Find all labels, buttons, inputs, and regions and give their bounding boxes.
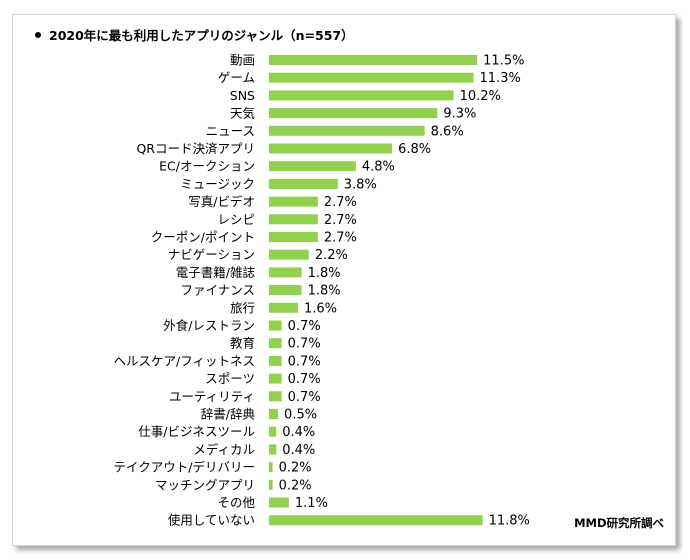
value-label: 0.5%: [284, 408, 317, 423]
bar: [269, 515, 483, 526]
bar: [269, 232, 318, 242]
bar: [269, 479, 273, 490]
value-label: 0.7%: [288, 319, 321, 334]
bar: [269, 214, 318, 225]
chart-title: 2020年に最も利用したアプリのジャンル（n=557）: [49, 28, 354, 43]
category-label: 写真/ビデオ: [188, 194, 255, 209]
category-label: 教育: [230, 336, 255, 351]
bar: [269, 249, 309, 260]
bar: [269, 409, 279, 419]
category-label: クーポン/ポイント: [151, 230, 255, 245]
value-label: 0.7%: [288, 337, 321, 352]
category-label: ナビゲーション: [168, 247, 255, 262]
bar: [269, 267, 302, 278]
value-label: 0.4%: [282, 425, 315, 440]
value-label: 6.8%: [398, 142, 431, 157]
category-label: ヘルスケア/フィットネス: [114, 353, 255, 368]
title-bullet: [35, 32, 41, 38]
value-label: 2.7%: [324, 213, 357, 228]
category-label: スポーツ: [205, 371, 255, 386]
bar: [269, 462, 273, 473]
bar: [269, 161, 356, 172]
category-label: 天気: [230, 106, 255, 121]
bar: [269, 55, 478, 65]
value-label: 0.2%: [279, 461, 312, 476]
category-label: メディカル: [193, 442, 255, 457]
value-label: 0.4%: [282, 443, 315, 458]
value-label: 8.6%: [431, 124, 464, 139]
category-label: テイクアウト/デリバリー: [114, 460, 255, 475]
bar: [269, 108, 438, 119]
value-label: 11.8%: [489, 514, 530, 529]
bar: [269, 125, 425, 136]
value-label: 11.3%: [480, 71, 521, 86]
value-label: 0.7%: [288, 372, 321, 387]
value-label: 2.2%: [315, 248, 348, 263]
category-label: ニュース: [206, 123, 255, 138]
category-label: ミュージック: [180, 176, 255, 191]
value-label: 3.8%: [344, 177, 377, 192]
value-label: 1.8%: [308, 284, 341, 299]
value-label: 9.3%: [443, 107, 476, 122]
bar-chart: 2020年に最も利用したアプリのジャンル（n=557） 動画 11.5% ゲーム 11…: [35, 28, 664, 530]
bar: [269, 373, 282, 384]
bar: [269, 90, 454, 101]
bars-group: 動画 11.5% ゲーム 11.3% SNS 10.2% 天気 9.3% ニュース 8.6% QRコ…: [114, 53, 530, 529]
category-label: マッチングアプリ: [155, 477, 255, 492]
category-label: 仕事/ビジネスツール: [138, 424, 255, 439]
category-label: ゲーム: [218, 70, 255, 85]
category-label: その他: [217, 495, 255, 510]
bar: [269, 285, 302, 296]
category-label: 外食/レストラン: [163, 318, 255, 333]
bar: [269, 444, 277, 455]
bar: [269, 391, 282, 402]
category-label: レシピ: [217, 212, 255, 227]
category-label: 使用していない: [168, 513, 255, 528]
bar: [269, 497, 289, 508]
category-label: 動画: [230, 53, 255, 68]
category-label: 電子書籍/雑誌: [176, 265, 256, 280]
bar: [269, 355, 282, 366]
chart-frame: 2020年に最も利用したアプリのジャンル（n=557） 動画 11.5% ゲーム 11…: [12, 14, 676, 546]
value-label: 0.7%: [288, 354, 321, 369]
bar: [269, 320, 282, 331]
category-label: QRコード決済アプリ: [136, 141, 255, 156]
bar: [269, 426, 277, 437]
category-label: ファイナンス: [180, 283, 255, 298]
category-label: 旅行: [230, 300, 255, 315]
bar: [269, 143, 393, 154]
value-label: 11.5%: [483, 54, 524, 69]
value-label: 1.8%: [308, 266, 341, 281]
category-label: SNS: [230, 88, 255, 103]
value-label: 0.2%: [279, 478, 312, 493]
value-label: 0.7%: [288, 390, 321, 405]
value-label: 1.1%: [295, 496, 328, 511]
value-label: 2.7%: [324, 195, 357, 210]
category-label: EC/オークション: [159, 159, 255, 174]
category-label: 辞書/辞典: [201, 407, 255, 422]
bar: [269, 178, 338, 189]
value-label: 10.2%: [460, 89, 501, 104]
value-label: 2.7%: [324, 231, 357, 246]
value-label: 1.6%: [304, 301, 337, 316]
value-label: 4.8%: [362, 160, 395, 175]
bar: [269, 196, 318, 207]
bar: [269, 338, 282, 349]
chart-source: MMD研究所調べ: [574, 516, 664, 530]
category-label: ユーティリティ: [169, 389, 255, 404]
bar: [269, 302, 298, 313]
bar: [269, 72, 474, 83]
